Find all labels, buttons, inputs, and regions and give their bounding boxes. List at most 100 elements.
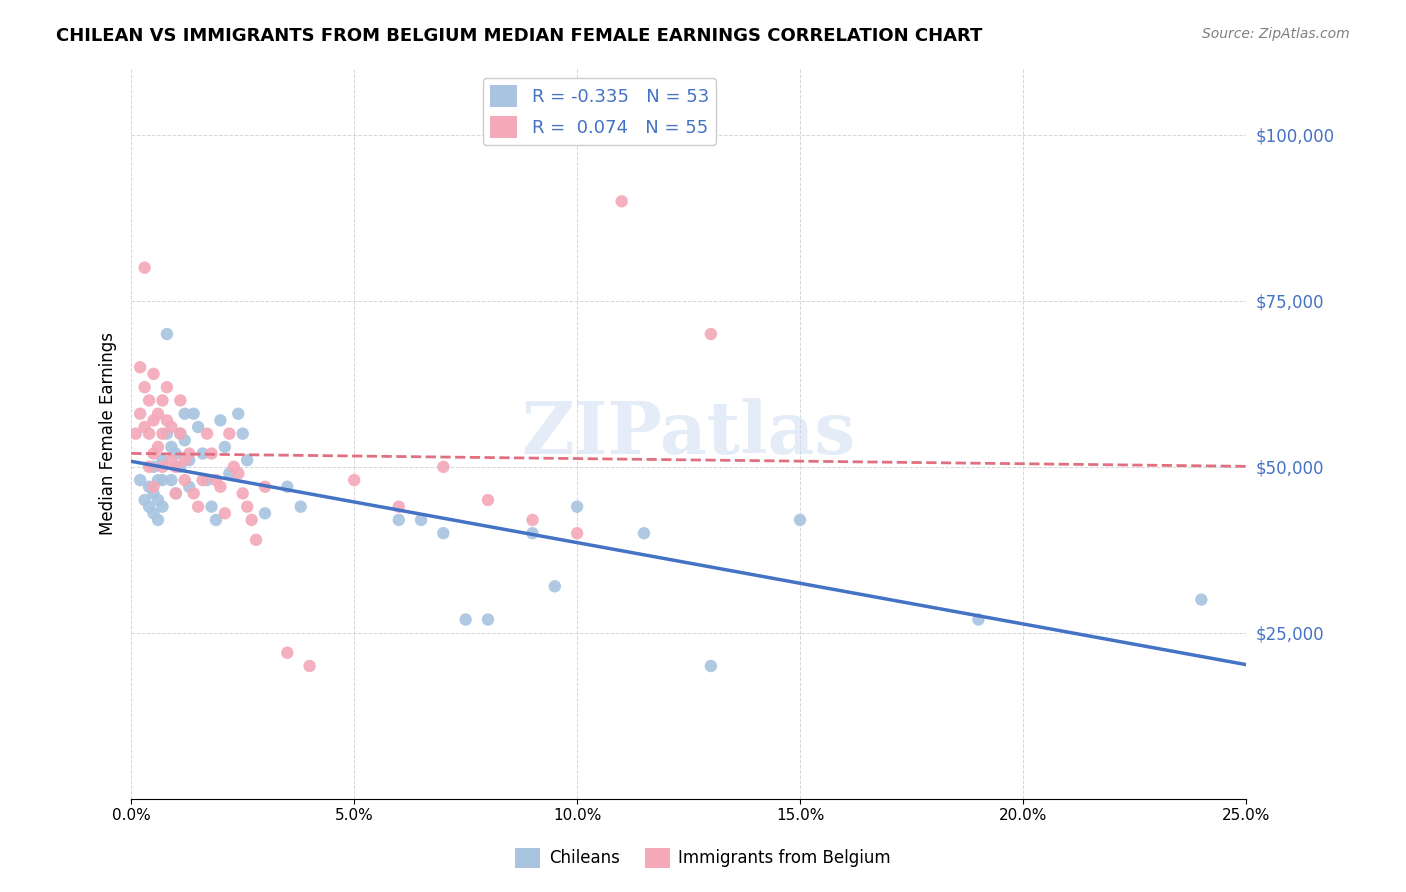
Point [138,480,160,494]
Point [195,426,218,441]
Point [156,413,179,427]
Point [152,459,174,474]
Point [276,646,298,660]
Point [165,486,187,500]
Point [179,446,201,460]
Legend: Chileans, Immigrants from Belgium: Chileans, Immigrants from Belgium [509,841,897,875]
Point [173,453,195,467]
Point [232,426,254,441]
Point [236,453,259,467]
Point [253,506,276,520]
Legend: R = -0.335   N = 53, R =  0.074   N = 55: R = -0.335 N = 53, R = 0.074 N = 55 [482,78,716,145]
Point [129,473,152,487]
Point [142,446,165,460]
Point [565,500,588,514]
Point [169,393,191,408]
Point [146,440,169,454]
Point [173,473,195,487]
Point [142,367,165,381]
Point [160,420,183,434]
Point [160,440,183,454]
Point [454,613,477,627]
Point [134,493,156,508]
Point [409,513,432,527]
Point [226,407,249,421]
Point [142,459,165,474]
Point [165,446,187,460]
Point [388,513,411,527]
Point [214,440,236,454]
Point [477,493,499,508]
Point [152,393,174,408]
Point [173,407,195,421]
Point [700,327,723,342]
Point [152,473,174,487]
Point [142,506,165,520]
Point [129,407,152,421]
Point [138,500,160,514]
Point [156,426,179,441]
Point [146,473,169,487]
Point [205,473,228,487]
Point [146,493,169,508]
Point [138,393,160,408]
Point [134,380,156,394]
Point [222,459,245,474]
Point [218,467,240,481]
Point [522,526,544,541]
Point [1189,592,1212,607]
Point [125,426,148,441]
Point [156,380,179,394]
Point [218,426,240,441]
Point [789,513,811,527]
Point [967,613,990,627]
Point [240,513,263,527]
Point [146,407,169,421]
Point [169,426,191,441]
Point [214,506,236,520]
Point [152,500,174,514]
Point [169,426,191,441]
Point [290,500,312,514]
Point [388,500,411,514]
Point [565,526,588,541]
Point [152,426,174,441]
Point [134,420,156,434]
Point [142,480,165,494]
Point [165,459,187,474]
Point [276,480,298,494]
Point [226,467,249,481]
Point [129,360,152,375]
Point [236,500,259,514]
Point [432,526,454,541]
Point [191,446,214,460]
Point [187,420,209,434]
Point [477,613,499,627]
Point [138,426,160,441]
Point [191,473,214,487]
Point [544,579,567,593]
Point [183,407,205,421]
Point [298,659,321,673]
Point [152,453,174,467]
Point [253,480,276,494]
Point [343,473,366,487]
Point [179,453,201,467]
Point [200,446,222,460]
Point [209,413,232,427]
Text: CHILEAN VS IMMIGRANTS FROM BELGIUM MEDIAN FEMALE EARNINGS CORRELATION CHART: CHILEAN VS IMMIGRANTS FROM BELGIUM MEDIA… [56,27,983,45]
Point [209,480,232,494]
Y-axis label: Median Female Earnings: Median Female Earnings [100,332,117,535]
Point [142,486,165,500]
Point [142,413,165,427]
Point [138,459,160,474]
Point [173,434,195,448]
Point [156,327,179,342]
Point [134,260,156,275]
Point [169,459,191,474]
Text: Source: ZipAtlas.com: Source: ZipAtlas.com [1202,27,1350,41]
Point [183,486,205,500]
Point [165,486,187,500]
Point [245,533,267,547]
Point [200,500,222,514]
